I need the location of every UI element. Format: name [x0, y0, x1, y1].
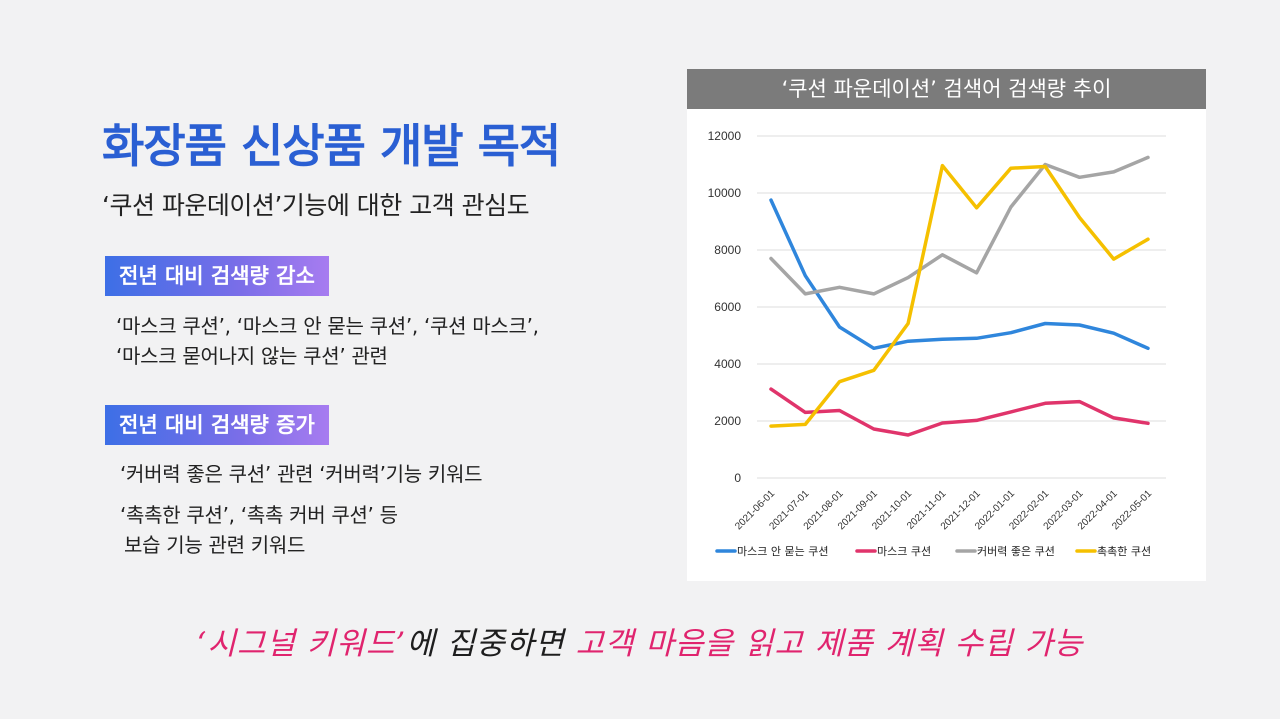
legend-label: 마스크 쿠션 — [877, 545, 931, 558]
y-tick-label: 4000 — [714, 357, 741, 371]
legend-label: 커버력 좋은 쿠션 — [977, 545, 1055, 558]
footer-conclusion: 고객 마음을 읽고 제품 계획 수립 가능 — [575, 626, 1084, 662]
decrease-description: ‘마스크 쿠션’, ‘마스크 안 묻는 쿠션’, ‘쿠션 마스크’, ‘마스크 … — [116, 311, 539, 371]
page-title: 화장품 신상품 개발 목적 — [102, 119, 561, 173]
decrease-line-2: ‘마스크 묻어나지 않는 쿠션’ 관련 — [116, 344, 388, 368]
series-line — [769, 163, 1150, 428]
series-line — [769, 155, 1150, 296]
y-tick-label: 2000 — [714, 414, 741, 428]
legend-label: 마스크 안 묻는 쿠션 — [737, 545, 828, 558]
increase-line-1: ‘커버력 좋은 쿠션’ 관련 ‘커버력’기능 키워드 — [120, 462, 483, 486]
y-tick-label: 10000 — [708, 186, 742, 200]
y-tick-label: 8000 — [714, 243, 741, 257]
footer-middle: 에 집중하면 — [406, 626, 565, 662]
y-tick-label: 0 — [734, 471, 741, 485]
decrease-badge: 전년 대비 검색량 감소 — [105, 256, 329, 296]
legend-label: 촉촉한 쿠션 — [1097, 545, 1151, 558]
increase-line-3: 보습 기능 관련 키워드 — [124, 533, 306, 557]
y-tick-label: 6000 — [714, 300, 741, 314]
y-tick-label: 12000 — [708, 129, 742, 143]
increase-description-2: ‘촉촉한 쿠션’, ‘촉촉 커버 쿠션’ 등 보습 기능 관련 키워드 — [120, 500, 398, 560]
page-subtitle: ‘쿠션 파운데이션’기능에 대한 고객 관심도 — [102, 191, 530, 220]
increase-description-1: ‘커버력 좋은 쿠션’ 관련 ‘커버력’기능 키워드 — [120, 459, 483, 489]
series-line — [769, 198, 1150, 351]
line-chart: 0200040006000800010000120002021-06-01202… — [708, 129, 1166, 558]
chart-panel: ‘쿠션 파운데이션’ 검색어 검색량 추이 0 2000 4000 6000 8000 1… — [687, 69, 1206, 581]
series-line — [769, 387, 1150, 437]
increase-line-2: ‘촉촉한 쿠션’, ‘촉촉 커버 쿠션’ 등 — [120, 503, 398, 527]
increase-badge: 전년 대비 검색량 증가 — [105, 405, 329, 445]
footer-message: ‘시그널 키워드’에 집중하면 고객 마음을 읽고 제품 계획 수립 가능 — [0, 618, 1280, 663]
footer-keyword: ‘시그널 키워드’ — [196, 626, 407, 662]
decrease-line-1: ‘마스크 쿠션’, ‘마스크 안 묻는 쿠션’, ‘쿠션 마스크’, — [116, 314, 539, 338]
chart-title: ‘쿠션 파운데이션’ 검색어 검색량 추이 — [687, 69, 1206, 109]
